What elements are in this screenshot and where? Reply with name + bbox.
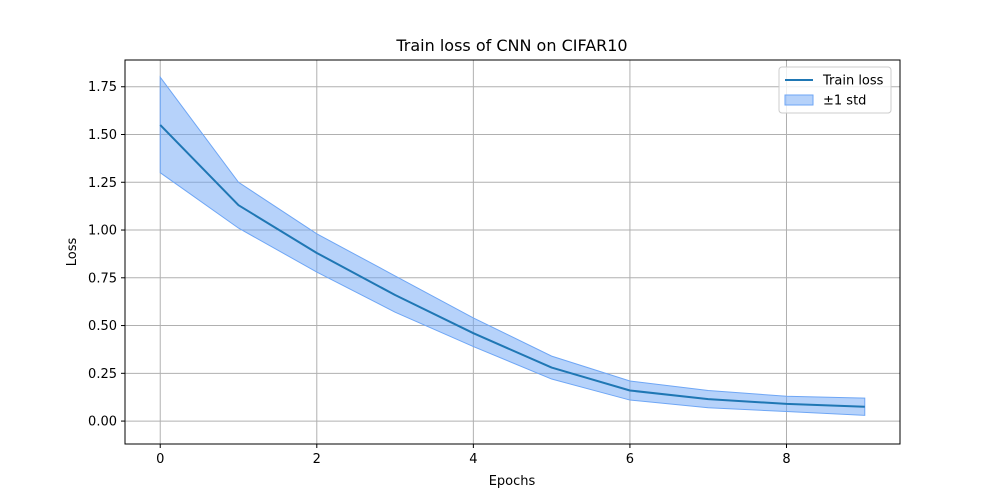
train-loss-line [159,124,865,408]
y-tick-label: 0.25 [88,367,117,382]
y-axis-title: Loss [65,238,80,267]
x-tick-label: 4 [469,452,477,467]
x-tick-label: 8 [782,452,790,467]
legend-label: ±1 std [823,94,866,109]
y-tick-label: 0.00 [88,415,117,430]
x-axis-title: Epochs [489,474,536,489]
legend-label: Train loss [822,74,884,89]
y-axis: 0.00 0.25 0.50 0.75 1.00 1.25 1.50 1.75 [88,80,125,430]
y-tick-label: 1.00 [88,224,117,239]
std-band [159,75,866,416]
grid-lines [125,60,900,444]
series-lines-group [159,124,865,408]
y-tick-label: 0.50 [88,319,117,334]
x-tick-label: 6 [626,452,634,467]
legend: Train loss ±1 std [778,66,892,114]
legend-band-swatch [784,94,814,106]
std-band-group [159,75,866,416]
x-axis: 0 2 4 6 8 [156,444,791,467]
x-tick-label: 0 [156,452,164,467]
chart-title: Train loss of CNN on CIFAR10 [395,36,627,55]
y-tick-label: 1.25 [88,176,117,191]
y-tick-label: 1.75 [88,80,117,95]
x-tick-label: 2 [313,452,321,467]
y-tick-label: 1.50 [88,128,117,143]
plot-frame [124,59,901,445]
y-tick-label: 0.75 [88,271,117,286]
